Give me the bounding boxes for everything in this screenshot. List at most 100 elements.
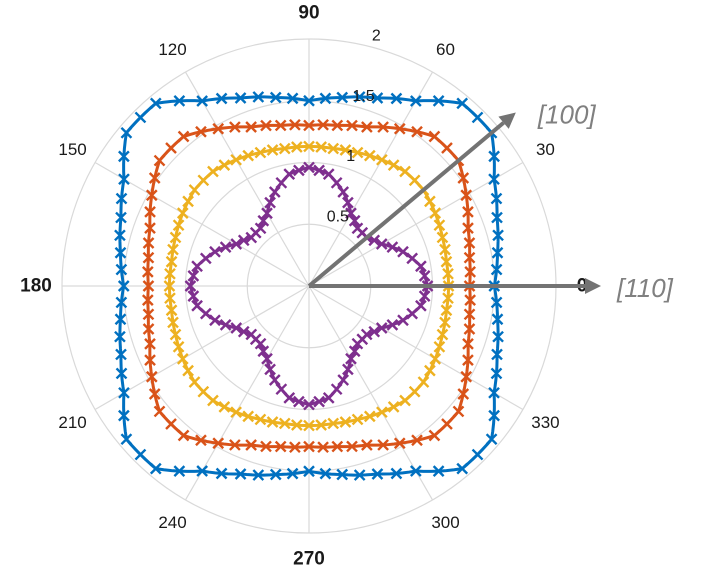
data-point bbox=[331, 119, 344, 132]
data-point bbox=[229, 121, 241, 133]
direction-arrow: [100] bbox=[307, 99, 597, 288]
data-point bbox=[375, 322, 388, 334]
series-layer bbox=[114, 91, 504, 481]
data-point bbox=[303, 119, 315, 132]
data-point bbox=[397, 314, 409, 327]
data-point bbox=[377, 439, 389, 451]
data-point bbox=[215, 92, 228, 105]
data-point bbox=[234, 468, 247, 480]
data-point bbox=[345, 352, 357, 365]
data-point bbox=[337, 186, 350, 198]
data-point bbox=[245, 121, 257, 133]
data-point bbox=[144, 354, 156, 366]
data-point bbox=[440, 255, 453, 268]
data-point bbox=[196, 95, 209, 107]
data-point bbox=[115, 211, 127, 224]
data-point bbox=[452, 405, 465, 418]
data-point bbox=[274, 119, 287, 132]
data-point bbox=[212, 122, 225, 135]
data-point bbox=[462, 206, 474, 218]
data-point bbox=[415, 299, 427, 312]
angle-tick-label: 90 bbox=[298, 3, 319, 24]
data-point bbox=[440, 304, 453, 317]
grid-spoke bbox=[308, 285, 524, 411]
data-point bbox=[361, 439, 373, 451]
data-point bbox=[212, 437, 225, 450]
data-point bbox=[148, 388, 161, 400]
data-point bbox=[387, 159, 400, 171]
data-point bbox=[188, 184, 201, 196]
data-point bbox=[351, 222, 364, 235]
data-point bbox=[428, 429, 441, 442]
data-point bbox=[268, 186, 281, 198]
direction-label: [100] bbox=[537, 99, 597, 129]
data-point bbox=[230, 153, 242, 166]
grid-spoke bbox=[184, 71, 310, 287]
data-point bbox=[195, 125, 207, 138]
data-point bbox=[348, 214, 361, 227]
data-point bbox=[442, 267, 454, 280]
data-point bbox=[134, 111, 147, 124]
data-point bbox=[215, 467, 228, 480]
data-point bbox=[345, 207, 357, 220]
data-point bbox=[286, 92, 299, 105]
data-point bbox=[144, 338, 156, 350]
data-point bbox=[293, 164, 305, 177]
data-point bbox=[115, 296, 128, 309]
data-point bbox=[254, 146, 267, 159]
data-point bbox=[491, 313, 504, 326]
data-point bbox=[368, 234, 381, 247]
data-point bbox=[260, 119, 272, 132]
data-point bbox=[351, 146, 364, 159]
data-point bbox=[242, 149, 255, 162]
data-point bbox=[490, 367, 503, 380]
data-point bbox=[182, 364, 194, 377]
data-point bbox=[463, 237, 476, 249]
data-point bbox=[390, 92, 403, 105]
data-point bbox=[218, 401, 231, 413]
data-point bbox=[428, 130, 441, 143]
series bbox=[184, 161, 434, 411]
data-point bbox=[386, 319, 399, 331]
data-point bbox=[209, 314, 221, 327]
data-point bbox=[457, 172, 470, 184]
angle-tick-label: 210 bbox=[58, 413, 86, 432]
data-point bbox=[360, 328, 373, 341]
data-point bbox=[303, 465, 315, 478]
grid-spoke bbox=[94, 161, 310, 287]
data-point bbox=[165, 304, 178, 317]
data-point bbox=[319, 92, 332, 105]
data-point bbox=[331, 440, 344, 453]
data-point bbox=[462, 338, 474, 350]
data-point bbox=[303, 94, 315, 107]
data-point bbox=[257, 214, 270, 227]
radial-tick-label: 1 bbox=[346, 148, 355, 165]
data-point bbox=[433, 219, 446, 232]
data-point bbox=[165, 418, 177, 430]
data-point bbox=[165, 255, 178, 268]
data-point bbox=[327, 142, 340, 155]
data-point bbox=[176, 353, 189, 365]
direction-arrow: [110] bbox=[309, 273, 674, 303]
data-point bbox=[230, 238, 243, 250]
data-point bbox=[114, 313, 127, 326]
data-point bbox=[471, 111, 484, 124]
data-point bbox=[463, 308, 476, 321]
data-point bbox=[424, 364, 436, 377]
data-point bbox=[153, 405, 166, 418]
data-point bbox=[351, 413, 364, 426]
data-point bbox=[114, 330, 126, 343]
arrow-shaft bbox=[307, 121, 505, 288]
series bbox=[163, 140, 455, 432]
data-point bbox=[491, 348, 503, 361]
data-point bbox=[187, 270, 200, 282]
data-point bbox=[237, 325, 250, 338]
data-point bbox=[371, 92, 384, 104]
data-point bbox=[115, 348, 127, 361]
data-point bbox=[184, 280, 197, 292]
data-point bbox=[165, 142, 177, 154]
data-point bbox=[363, 410, 376, 423]
data-point bbox=[490, 296, 503, 309]
data-point bbox=[418, 270, 431, 282]
data-point bbox=[319, 467, 332, 480]
